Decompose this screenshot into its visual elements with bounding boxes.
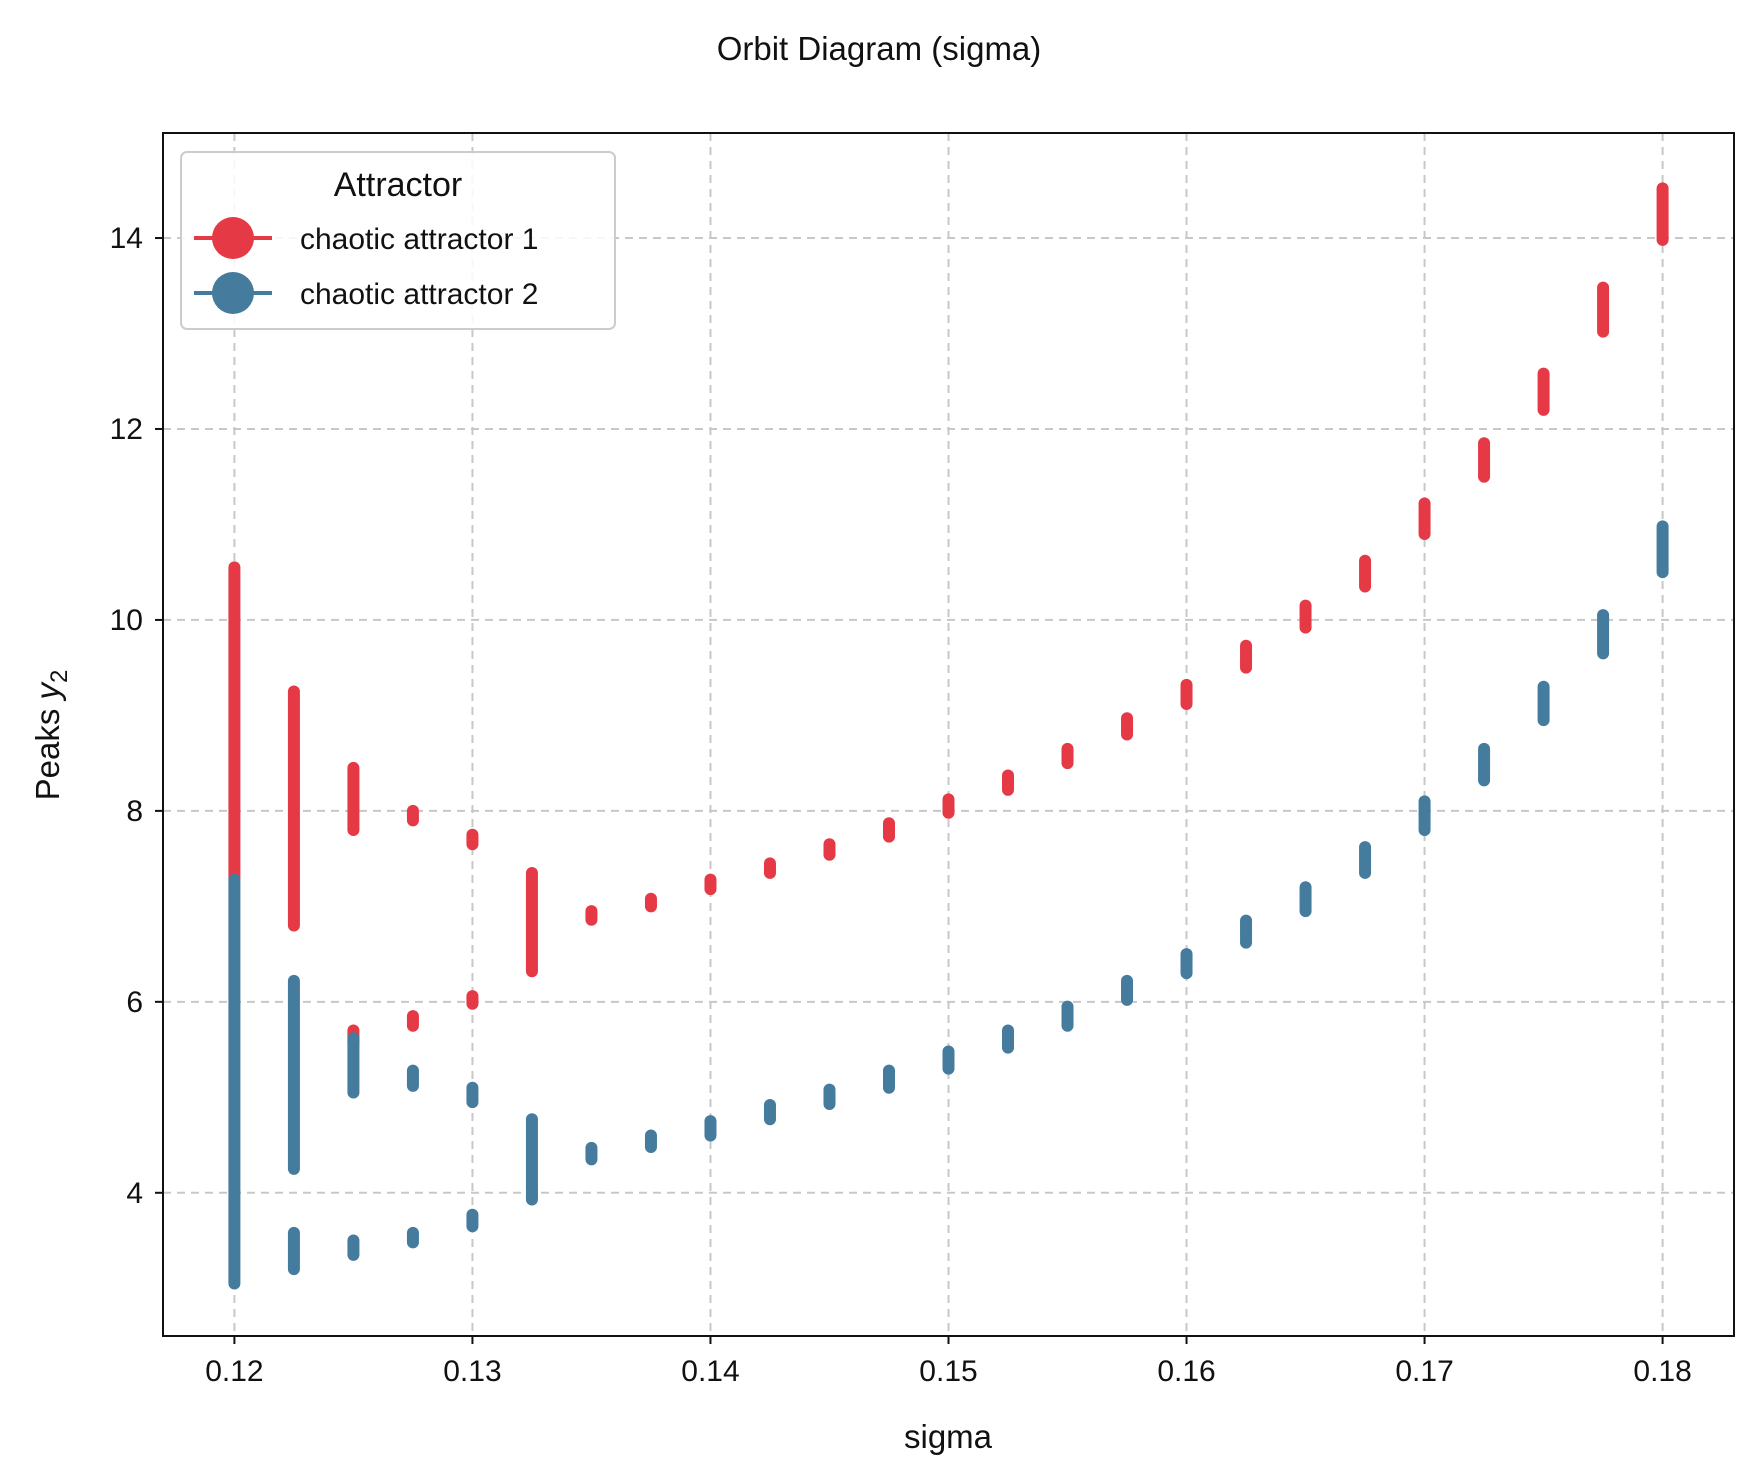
x-tick-label: 0.16 [1157,1355,1215,1388]
x-tick-label: 0.13 [443,1355,501,1388]
series-attractor-1 [228,182,1669,1051]
y-tick-label: 6 [126,986,143,1019]
y-axis-label: Peaks y2 [29,670,73,801]
x-tick-label: 0.17 [1395,1355,1453,1388]
x-tick-label: 0.18 [1633,1355,1691,1388]
x-tick-label: 0.12 [205,1355,263,1388]
grid [163,133,1734,1336]
x-axis-label: sigma [904,1418,993,1455]
x-tick-label: 0.15 [919,1355,977,1388]
legend-label-attractor-2: chaotic attractor 2 [300,278,538,311]
chart-title: Orbit Diagram (sigma) [717,30,1042,67]
legend-title: Attractor [334,166,462,204]
y-tick-label: 12 [110,413,143,446]
series-attractor-2 [228,520,1669,1290]
y-axis-label-var: y [29,680,66,701]
x-tick-label: 0.14 [681,1355,739,1388]
legend-box [180,151,616,330]
y-tick-label: 14 [110,222,143,255]
x-axis-ticks: 0.12 0.13 0.14 0.15 0.16 0.17 0.18 [205,1336,1692,1388]
legend: Attractor chaotic attractor 1 chaotic at… [180,151,616,330]
y-axis-ticks: 4 6 8 10 12 14 [110,222,163,1210]
legend-marker-attractor-1 [212,217,254,259]
y-tick-label: 4 [126,1177,143,1210]
legend-marker-attractor-2 [212,272,254,314]
legend-label-attractor-1: chaotic attractor 1 [300,223,538,256]
y-axis-label-sub: 2 [46,670,73,683]
y-axis-label-main: Peaks [29,699,66,800]
y-tick-label: 10 [110,604,143,637]
plot-area [228,182,1669,1290]
y-tick-label: 8 [126,795,143,828]
